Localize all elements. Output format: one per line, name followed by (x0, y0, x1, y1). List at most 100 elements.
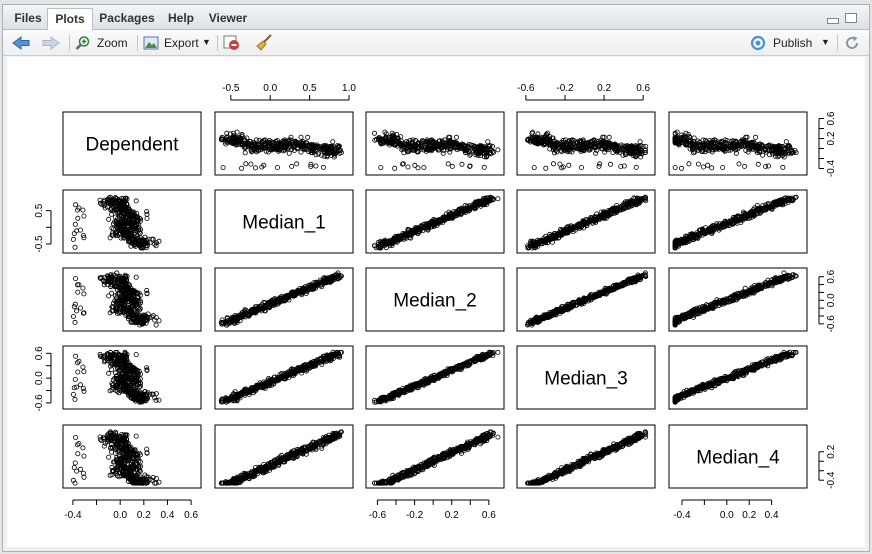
data-point (252, 165, 258, 171)
publish-menu-button[interactable]: Publish ▼ (749, 34, 833, 52)
data-point (378, 165, 384, 171)
data-point (412, 162, 418, 168)
data-point (742, 163, 748, 169)
data-point (418, 144, 424, 150)
data-point (288, 134, 294, 140)
data-point (709, 165, 715, 171)
data-point (78, 227, 84, 233)
clear-plots-button[interactable] (255, 34, 275, 52)
data-point (531, 165, 537, 171)
plots-toolbar: Zoom Export ▼ Publish ▼ (3, 30, 869, 56)
data-point (601, 134, 607, 140)
remove-plot-button[interactable] (223, 34, 243, 52)
data-point (487, 146, 493, 152)
data-point (315, 151, 321, 157)
data-point (405, 164, 411, 170)
data-point (220, 165, 226, 171)
data-point (70, 236, 76, 242)
tab-viewer[interactable]: Viewer (208, 11, 248, 25)
data-point (259, 144, 265, 150)
data-point (445, 161, 451, 167)
plots-pane: Files Plots Packages Help Viewer Zoom Ex… (2, 4, 870, 552)
tab-bar: Files Plots Packages Help Viewer (3, 5, 869, 30)
data-point (73, 202, 79, 208)
data-point (313, 163, 319, 169)
data-point (720, 165, 726, 171)
data-point (400, 161, 406, 167)
data-point (72, 221, 78, 227)
panel-frame (516, 111, 656, 176)
data-point (467, 164, 473, 170)
data-point (418, 140, 424, 146)
data-point (373, 136, 379, 142)
data-point (753, 134, 759, 140)
tab-files[interactable]: Files (14, 11, 42, 25)
data-point (736, 161, 742, 167)
data-point (402, 141, 408, 147)
data-point (329, 144, 335, 150)
data-point (763, 164, 769, 170)
data-point (251, 141, 257, 147)
data-point (320, 164, 326, 170)
data-point (71, 231, 77, 237)
data-point (242, 142, 248, 148)
data-point (433, 141, 439, 147)
data-point (453, 134, 459, 140)
data-point (478, 148, 484, 154)
data-point (253, 141, 259, 147)
data-point (294, 161, 300, 167)
data-point (144, 211, 150, 217)
back-arrow-icon[interactable] (11, 34, 33, 52)
data-point (410, 147, 416, 153)
data-point (261, 162, 267, 168)
data-point (423, 145, 429, 151)
data-point (495, 196, 501, 202)
data-point (242, 150, 248, 156)
refresh-button[interactable] (843, 34, 863, 52)
image-export-icon (143, 36, 159, 50)
data-point (284, 142, 290, 148)
data-point (81, 291, 87, 297)
minimize-pane-button[interactable] (827, 18, 839, 24)
tab-help[interactable]: Help (167, 11, 194, 25)
data-point (303, 140, 309, 146)
data-point (552, 150, 558, 156)
data-point (425, 140, 431, 146)
data-point (228, 138, 234, 144)
data-point (596, 139, 602, 145)
chevron-down-icon: ▼ (821, 37, 830, 47)
data-point (564, 140, 570, 146)
forward-arrow-icon[interactable] (41, 34, 63, 52)
data-point (269, 146, 275, 152)
maximize-pane-button[interactable] (845, 13, 857, 23)
data-point (298, 134, 304, 140)
data-point (439, 145, 445, 151)
data-point (566, 162, 572, 168)
zoom-button[interactable]: Zoom (75, 34, 131, 52)
data-point (97, 197, 103, 203)
data-point (705, 162, 711, 168)
data-point (72, 319, 78, 325)
zoom-label: Zoom (97, 36, 128, 50)
data-point (234, 129, 240, 135)
data-point (332, 148, 338, 154)
data-point (326, 150, 332, 156)
data-point (133, 274, 139, 280)
data-point (530, 129, 536, 135)
data-point (72, 244, 78, 250)
data-point (401, 146, 407, 152)
data-point (239, 132, 245, 138)
tab-plots[interactable]: Plots (47, 8, 93, 30)
data-point (440, 150, 446, 156)
data-point (485, 139, 491, 145)
variable-label: Dependent (86, 135, 180, 156)
data-point (332, 148, 338, 154)
data-point (415, 165, 421, 171)
export-menu-button[interactable]: Export ▼ (143, 34, 213, 52)
data-point (305, 134, 311, 140)
tab-packages[interactable]: Packages (99, 11, 155, 25)
data-point (578, 165, 584, 171)
data-point (75, 289, 81, 295)
data-point (550, 135, 556, 141)
data-point (495, 147, 501, 153)
